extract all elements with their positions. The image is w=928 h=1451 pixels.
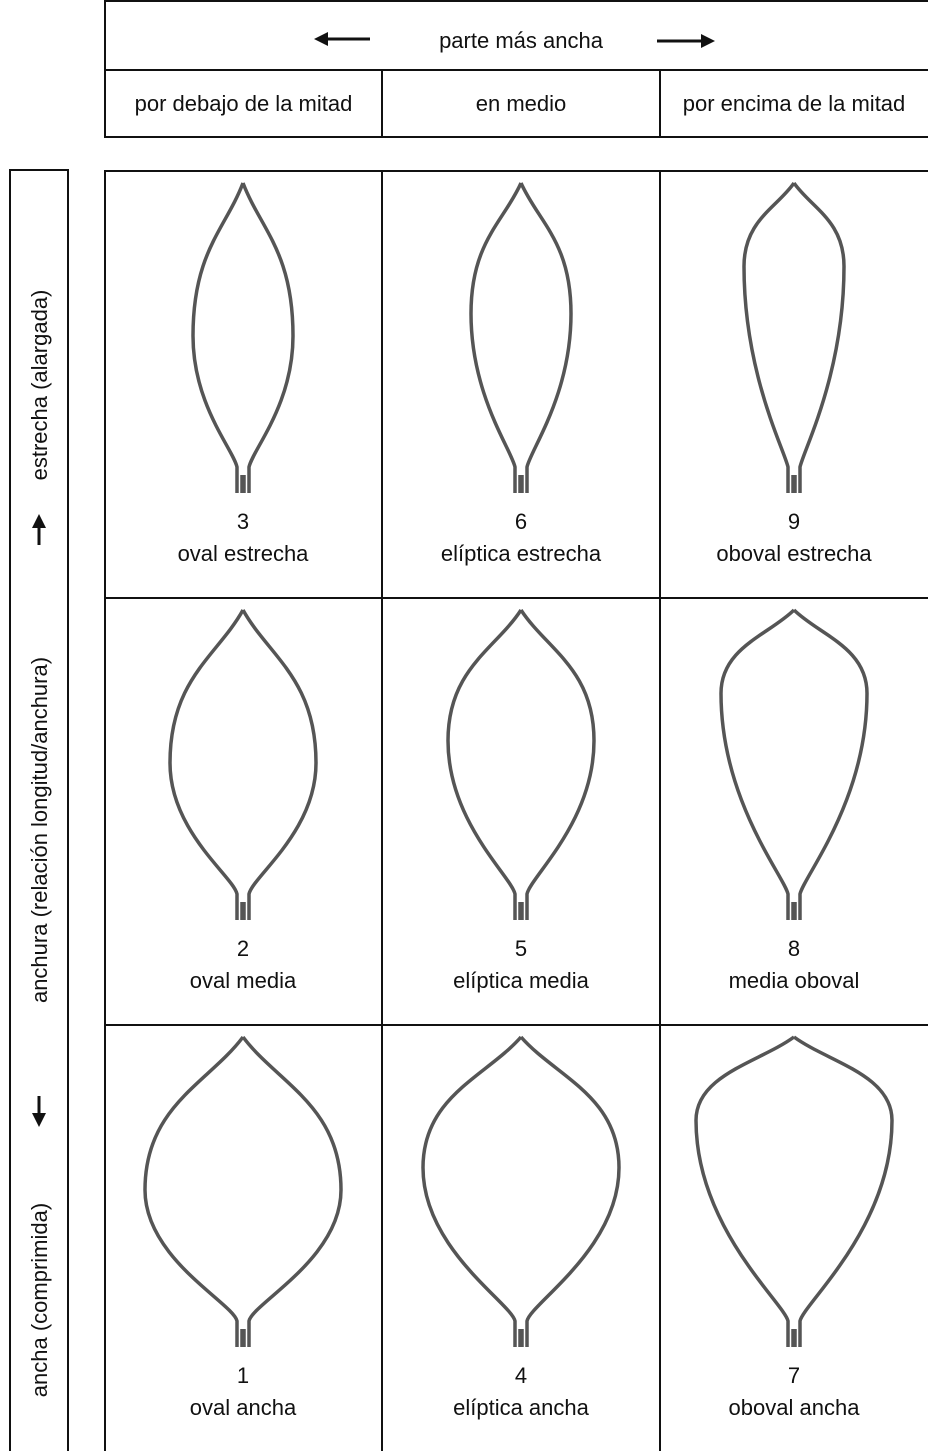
- cell-label: oboval ancha: [729, 1395, 861, 1420]
- cell-number: 3: [237, 509, 249, 534]
- cell-label: oval media: [190, 968, 297, 993]
- column-header-text: en medio: [404, 91, 639, 117]
- side-label: ancha (comprimida): [27, 1203, 52, 1397]
- leaf-drawing: [448, 610, 594, 920]
- column-header-text: por debajo de la mitad: [126, 91, 361, 117]
- cell-number: 7: [788, 1363, 800, 1388]
- cell-label: elíptica ancha: [453, 1395, 590, 1420]
- cell-number: 9: [788, 509, 800, 534]
- leaf-drawing: [145, 1037, 341, 1347]
- column-header: por debajo de la mitad: [105, 70, 382, 137]
- leaf-drawing: [471, 183, 571, 493]
- header-title: parte más ancha: [439, 28, 604, 53]
- cell-label: oval ancha: [190, 1395, 297, 1420]
- cell-label: media oboval: [729, 968, 860, 993]
- side-label: anchura (relación longitud/anchura): [27, 657, 52, 1003]
- cell-number: 6: [515, 509, 527, 534]
- leaf-drawing: [721, 610, 867, 920]
- cell-label: oval estrecha: [178, 541, 310, 566]
- leaf-drawing: [170, 610, 316, 920]
- column-header: en medio: [382, 70, 660, 137]
- cell-label: elíptica media: [453, 968, 590, 993]
- cell-label: oboval estrecha: [716, 541, 872, 566]
- column-header-text: por encima de la mitad: [677, 91, 912, 117]
- leaf-drawing: [696, 1037, 892, 1347]
- cell-label: elíptica estrecha: [441, 541, 602, 566]
- column-header: por encima de la mitad: [660, 70, 928, 137]
- leaf-drawing: [423, 1037, 619, 1347]
- leaf-drawing: [193, 183, 293, 493]
- side-label: estrecha (alargada): [27, 290, 52, 481]
- cell-number: 4: [515, 1363, 527, 1388]
- page: parte más ancha estrecha (alargada) anch…: [0, 0, 928, 1451]
- leaf-drawing: [744, 183, 844, 493]
- cell-number: 2: [237, 936, 249, 961]
- table-lines: [10, 0, 928, 1451]
- cell-number: 1: [237, 1363, 249, 1388]
- arrows: [32, 32, 715, 1127]
- cell-number: 5: [515, 936, 527, 961]
- diagram: parte más ancha estrecha (alargada) anch…: [0, 0, 928, 1451]
- cell-number: 8: [788, 936, 800, 961]
